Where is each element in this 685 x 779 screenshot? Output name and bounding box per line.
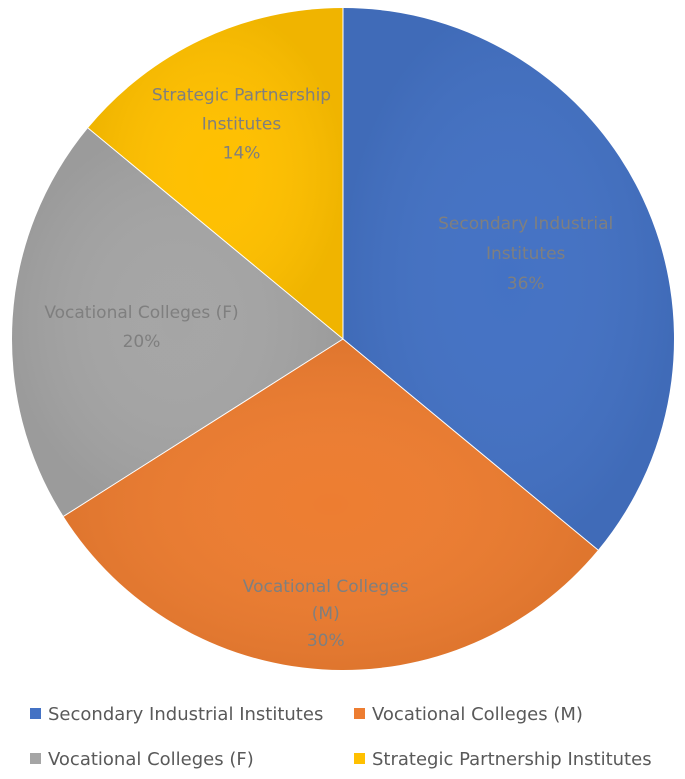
pie-slice-shading bbox=[343, 8, 674, 550]
legend-swatch bbox=[354, 708, 365, 719]
legend-swatch bbox=[30, 708, 41, 719]
pie-slice-shading bbox=[63, 339, 599, 670]
slice-label-strategic-partnership-institutes: Strategic Partnership Institutes 14% bbox=[152, 85, 331, 163]
slice-label-vocational-colleges-f: Vocational Colleges (F) 20% bbox=[44, 303, 238, 352]
pie-slice-shading bbox=[87, 8, 343, 339]
legend-label: Vocational Colleges (F) bbox=[48, 749, 254, 770]
legend-swatch bbox=[354, 753, 365, 764]
legend-label: Secondary Industrial Institutes bbox=[48, 704, 323, 725]
legend-label: Strategic Partnership Institutes bbox=[372, 749, 652, 770]
legend-swatch bbox=[30, 753, 41, 764]
legend-item-strategic-partnership-institutes: Strategic Partnership Institutes bbox=[354, 749, 652, 770]
legend-item-vocational-colleges-m: Vocational Colleges (M) bbox=[354, 704, 583, 725]
slice-labels: Secondary Industrial Institutes 36% Vocatio… bbox=[44, 85, 613, 651]
legend-item-secondary-industrial-institutes: Secondary Industrial Institutes bbox=[30, 704, 323, 725]
slice-separator bbox=[342, 338, 599, 551]
pie-slices bbox=[12, 8, 674, 670]
slice-separator bbox=[63, 338, 344, 517]
pie-slice-shading bbox=[12, 128, 344, 517]
slice-label-vocational-colleges-m: Vocational Colleges (M) 30% bbox=[243, 577, 409, 651]
slice-separator bbox=[87, 127, 344, 340]
slice-label-secondary-industrial-institutes: Secondary Industrial Institutes 36% bbox=[438, 214, 613, 294]
legend-label: Vocational Colleges (M) bbox=[372, 704, 583, 725]
legend-item-vocational-colleges-f: Vocational Colleges (F) bbox=[30, 749, 254, 770]
legend: Secondary Industrial Institutes Vocationa… bbox=[30, 704, 652, 770]
